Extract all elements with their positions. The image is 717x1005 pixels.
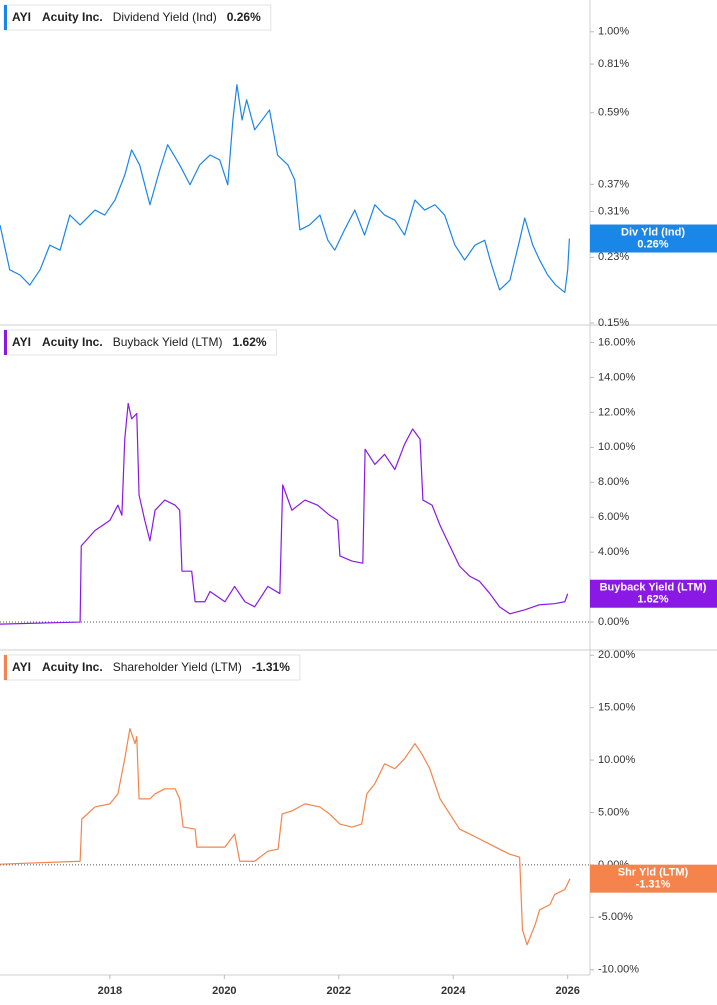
legend-swatch <box>4 655 7 680</box>
x-tick-label: 2022 <box>327 985 351 997</box>
y-tick-label: 16.00% <box>598 336 636 348</box>
y-tick-label: 20.00% <box>598 649 636 661</box>
badge-box <box>590 579 717 608</box>
legend-box <box>3 329 278 356</box>
y-tick-label: 0.81% <box>598 58 629 70</box>
x-tick-label: 2018 <box>98 985 122 997</box>
company-name: Acuity Inc. <box>42 660 103 674</box>
value-badge: Buyback Yield (LTM)1.62% <box>590 579 717 608</box>
legend-swatch <box>4 330 7 355</box>
x-tick-label: 2024 <box>441 985 466 997</box>
value-badge: Shr Yld (LTM)-1.31% <box>590 864 717 893</box>
y-tick-label: -5.00% <box>598 911 633 923</box>
y-tick-label: 0.59% <box>598 107 629 119</box>
series-name: Buyback Yield (LTM) <box>113 335 223 349</box>
y-tick-label: 0.15% <box>598 317 629 329</box>
y-tick-label: 4.00% <box>598 546 629 558</box>
current-value: 0.26% <box>227 10 261 24</box>
legend-box <box>3 654 301 681</box>
badge-box <box>590 864 717 893</box>
x-tick-label: 2026 <box>555 985 579 997</box>
y-tick-label: 1.00% <box>598 26 629 38</box>
y-tick-label: 10.00% <box>598 441 636 453</box>
series-line <box>0 402 569 625</box>
badge-label: Buyback Yield (LTM) <box>600 582 707 594</box>
y-tick-label: -10.00% <box>598 964 639 976</box>
current-value: -1.31% <box>252 660 290 674</box>
y-tick-label: 5.00% <box>598 806 629 818</box>
legend-header: AYI Acuity Inc. Dividend Yield (Ind) 0.26% <box>3 4 272 31</box>
ticker: AYI <box>12 335 31 349</box>
series-line <box>0 84 570 294</box>
ticker: AYI <box>12 660 31 674</box>
series-name: Shareholder Yield (LTM) <box>113 660 242 674</box>
company-name: Acuity Inc. <box>42 10 103 24</box>
badge-value: -1.31% <box>636 879 671 891</box>
company-name: Acuity Inc. <box>42 335 103 349</box>
value-badge: Div Yld (Ind)0.26% <box>590 224 717 253</box>
y-tick-label: 0.31% <box>598 205 629 217</box>
badge-value: 0.26% <box>637 238 668 250</box>
y-tick-label: 8.00% <box>598 476 629 488</box>
y-tick-label: 0.00% <box>598 616 629 628</box>
current-value: 1.62% <box>233 335 267 349</box>
legend-header: AYI Acuity Inc. Buyback Yield (LTM) 1.62% <box>3 329 278 356</box>
badge-label: Div Yld (Ind) <box>621 226 685 238</box>
badge-value: 1.62% <box>637 594 668 606</box>
legend-header: AYI Acuity Inc. Shareholder Yield (LTM) -1.… <box>3 654 301 681</box>
legend-swatch <box>4 5 7 30</box>
y-tick-label: 10.00% <box>598 754 636 766</box>
badge-box <box>590 224 717 253</box>
y-tick-label: 0.37% <box>598 178 629 190</box>
series-name: Dividend Yield (Ind) <box>113 10 217 24</box>
y-tick-label: 12.00% <box>598 406 636 418</box>
y-tick-label: 6.00% <box>598 511 629 523</box>
ticker: AYI <box>12 10 31 24</box>
badge-label: Shr Yld (LTM) <box>618 867 689 879</box>
y-tick-label: 15.00% <box>598 702 636 714</box>
y-tick-label: 14.00% <box>598 371 636 383</box>
x-tick-label: 2020 <box>212 985 236 997</box>
series-line <box>0 727 571 946</box>
y-tick-label: 0.23% <box>598 251 629 263</box>
